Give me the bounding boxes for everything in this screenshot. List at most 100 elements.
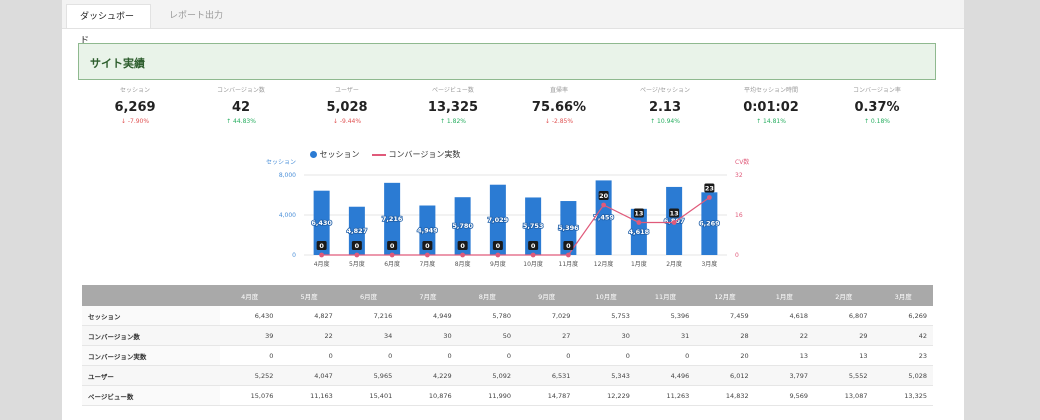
cv-label-box [669,208,680,218]
x-tick-label: 7月度 [419,260,435,268]
table-cell: 27 [517,325,577,346]
bar [313,190,330,255]
table-cell: 0 [635,345,696,366]
table-column-header: 3月度 [873,285,933,306]
kpi-label: コンバージョン数 [217,87,265,94]
table-cell: 20 [695,345,755,366]
bar [525,197,542,255]
x-tick-label: 2月度 [666,260,682,268]
kpi-value: 5,028 [326,100,368,115]
table-cell: 5,965 [338,365,399,386]
table-cell: 7,459 [695,306,755,326]
table-row-label: ユーザー [82,365,220,386]
table-column-header: 10月度 [576,285,636,306]
cv-data-label: 0 [425,242,430,250]
kpi-delta: ↑ 0.18% [864,118,890,125]
tab-dashboard[interactable]: ダッシュボード [66,4,151,46]
table-cell: 31 [635,325,696,346]
legend-cv: コンバージョン実数 [372,149,460,160]
table-header-corner [82,285,220,306]
table-cell: 22 [754,325,815,346]
table-row-label: コンバージョン実数 [82,345,220,366]
kpi-value: 2.13 [648,100,682,115]
bar-data-label: 5,753 [523,222,544,230]
table-cell: 6,012 [695,365,755,386]
tab-report-output[interactable]: レポート出力 [169,11,224,21]
table-cell: 34 [338,325,399,346]
table-cell: 0 [279,345,339,366]
kpi-card: ページ/セッション 2.13 ↑ 10.94% [612,86,718,127]
cv-point [460,252,466,258]
table-cell: 7,216 [338,306,399,326]
x-tick-label: 8月度 [455,260,471,268]
bar-data-label: 6,430 [311,219,332,227]
x-tick-label: 12月度 [594,260,614,268]
table-cell: 5,343 [576,365,636,386]
cv-data-label: 0 [566,242,571,250]
bar [489,184,506,255]
cv-label-box [704,183,715,193]
bar [701,192,718,255]
kpi-card: コンバージョン率 0.37% ↑ 0.18% [824,86,930,127]
cv-point [706,195,712,200]
table-cell: 11,163 [279,385,339,406]
bar-data-label: 7,216 [382,215,403,223]
cv-label-box [492,241,503,250]
table-cell: 42 [873,325,933,346]
cv-label-box [563,241,574,250]
cv-point [495,252,501,258]
table-row: ページビュー数 15,076 11,163 15,401 10,876 11,990 14,… [82,385,933,406]
kpi-delta: ↑ 10.94% [650,118,680,125]
bar-data-label: 4,949 [417,226,438,234]
table-column-header: 11月度 [635,285,696,306]
table-cell: 4,618 [754,306,815,326]
left-tick-label: 4,000 [279,212,296,219]
section-header: サイト実績 [78,43,936,80]
table-row-label: セッション [82,306,220,326]
table-column-header: 5月度 [279,285,339,306]
x-tick-label: 4月度 [314,260,330,268]
table-column-header: 9月度 [517,285,577,306]
table-row-label: ページビュー数 [82,385,220,406]
table-column-header: 1月度 [754,285,815,306]
table-column-header: 6月度 [338,285,399,306]
cv-point [389,252,395,258]
kpi-card: セッション 6,269 ↓ -7.90% [82,86,188,127]
table-cell: 6,807 [814,306,874,326]
cv-data-label: 13 [634,210,643,218]
table-cell: 5,396 [635,306,696,326]
table-cell: 0 [220,345,280,366]
bar [454,197,471,255]
table-cell: 5,028 [873,365,933,386]
cv-label-box [316,241,327,250]
table-cell: 14,787 [517,385,577,406]
table-cell: 4,047 [279,365,339,386]
kpi-card: コンバージョン数 42 ↑ 44.83% [188,86,294,127]
bar-data-label: 6,269 [699,220,720,228]
cv-data-label: 0 [460,242,465,250]
kpi-value: 42 [231,100,251,115]
cv-point [530,252,536,258]
cv-point [636,220,642,225]
kpi-card: 直帰率 75.66% ↓ -2.85% [506,86,612,127]
legend-cv-label: コンバージョン実数 [388,150,461,159]
kpi-value: 0:01:02 [743,100,799,115]
kpi-value: 6,269 [114,100,156,115]
table-cell: 10,876 [398,385,458,406]
table-cell: 0 [338,345,399,366]
table-cell: 4,229 [398,365,458,386]
cv-point [565,252,571,258]
table-cell: 39 [220,325,280,346]
table-row: コンバージョン数 39 22 34 30 50 27 30 31 28 22 29 42 [82,325,933,346]
kpi-value: 75.66% [531,100,587,115]
cv-data-label: 0 [496,242,501,250]
table-cell: 0 [457,345,518,366]
kpi-label: ユーザー [335,87,359,94]
x-tick-label: 3月度 [701,260,717,268]
cv-label-box [457,241,468,250]
kpi-delta: ↑ 1.82% [440,118,466,125]
kpi-label: ページ/セッション [640,87,690,94]
table-cell: 11,263 [635,385,696,406]
kpi-card: 平均セッション時間 0:01:02 ↑ 14.81% [718,86,824,127]
table-cell: 4,496 [635,365,696,386]
